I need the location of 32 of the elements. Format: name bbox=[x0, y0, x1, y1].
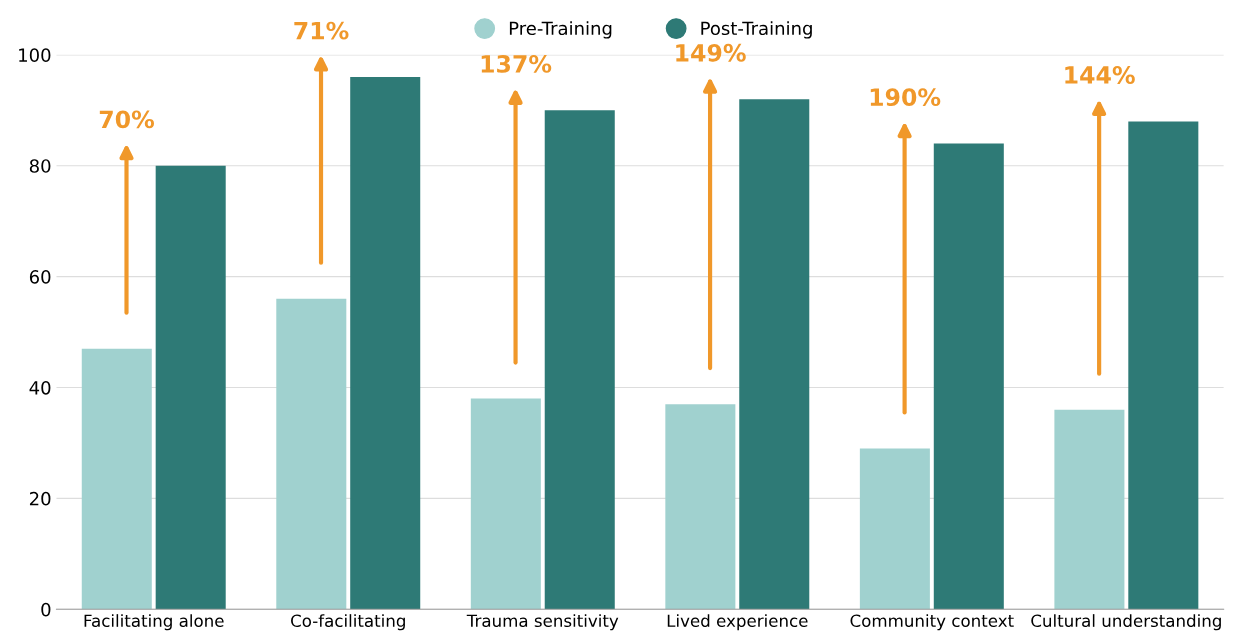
annotation: 149% bbox=[676, 43, 746, 62]
annotation: 144% bbox=[1065, 66, 1135, 84]
y-tick-label: 0 bbox=[41, 602, 51, 617]
x-tick-label: Facilitating alone bbox=[84, 614, 224, 631]
bar bbox=[933, 143, 1004, 610]
bar bbox=[1054, 409, 1125, 610]
bar bbox=[470, 398, 541, 610]
x-tick-label: Lived experience bbox=[667, 614, 808, 631]
bar bbox=[1128, 121, 1199, 610]
y-tick-label: 40 bbox=[29, 380, 51, 395]
bar bbox=[350, 77, 421, 610]
bar bbox=[665, 404, 736, 610]
bar bbox=[155, 165, 226, 610]
bar bbox=[81, 348, 152, 610]
bar bbox=[544, 110, 615, 610]
text: 71% bbox=[294, 21, 349, 40]
x-tick-label: Trauma sensitivity bbox=[466, 614, 619, 631]
x-tick-label: Cultural understanding bbox=[1031, 614, 1221, 631]
y-tick-label: 100 bbox=[19, 48, 51, 62]
x-tick-label: Community context bbox=[850, 614, 1014, 631]
y-tick-label: 20 bbox=[29, 491, 51, 506]
bar bbox=[739, 99, 810, 610]
annotation: 137% bbox=[481, 54, 552, 73]
bar bbox=[859, 448, 930, 610]
y-tick-label: 60 bbox=[29, 270, 51, 284]
annotation: 70% bbox=[99, 110, 155, 129]
x-tick-label: Co-facilitating bbox=[291, 614, 405, 631]
legend-label: Post-Training bbox=[701, 21, 812, 39]
legend-label: Pre-Training bbox=[509, 21, 612, 39]
y-tick-label: 80 bbox=[29, 159, 51, 173]
annotation: 190% bbox=[870, 88, 941, 107]
bar bbox=[276, 298, 347, 610]
